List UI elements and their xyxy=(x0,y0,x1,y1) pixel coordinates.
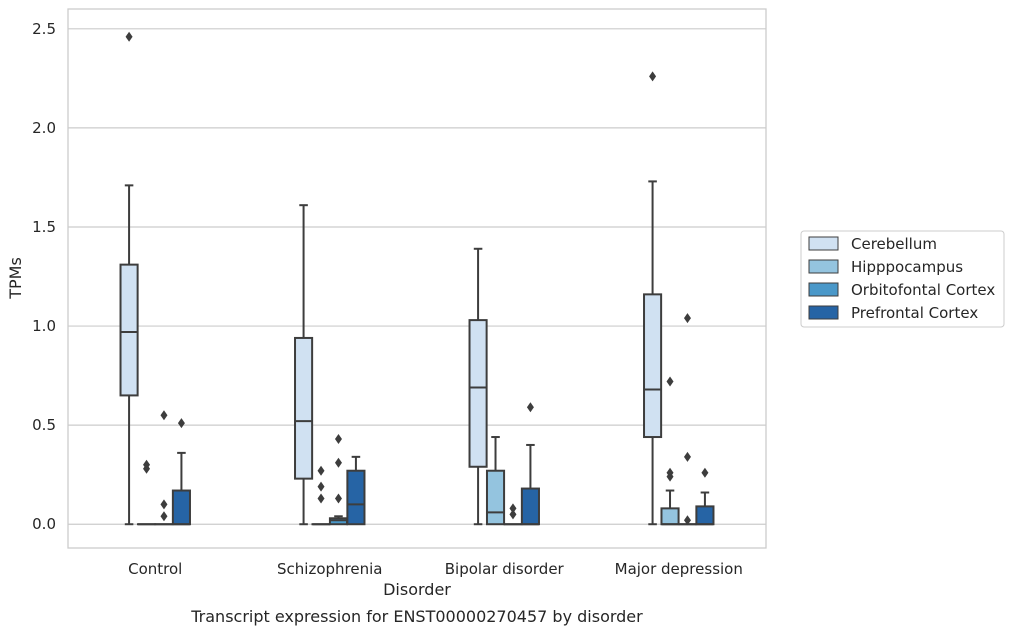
box-body xyxy=(468,319,488,468)
box-prefrontal-cortex xyxy=(695,467,715,526)
outlier-point xyxy=(334,457,342,468)
x-tick-label: Bipolar disorder xyxy=(445,560,565,578)
box-body xyxy=(346,469,366,526)
y-tick-label: 2.5 xyxy=(32,20,56,38)
box-prefrontal-cortex xyxy=(171,418,191,526)
legend-swatch xyxy=(808,259,839,274)
box-cerebellum xyxy=(468,247,488,526)
outlier-point xyxy=(666,467,674,478)
outlier-point xyxy=(649,71,657,82)
outlier-point xyxy=(683,313,691,324)
legend-swatch xyxy=(808,305,839,320)
outlier-point xyxy=(160,410,168,421)
outlier-point xyxy=(509,503,517,514)
box-body xyxy=(485,469,506,526)
outlier-point xyxy=(317,493,325,504)
box-groups xyxy=(119,31,715,526)
chart-caption: Transcript expression for ENST0000027045… xyxy=(190,607,643,626)
legend-swatch xyxy=(808,282,839,297)
box-hipppocampus xyxy=(485,436,506,526)
y-tick-label: 1.0 xyxy=(32,317,56,335)
legend-swatch xyxy=(808,236,839,251)
box-hipppocampus xyxy=(136,459,157,526)
box-orbitofontal-cortex xyxy=(503,503,523,526)
x-tick-label: Major depression xyxy=(615,560,743,578)
box-body xyxy=(171,489,191,526)
outlier-point xyxy=(683,515,691,526)
y-tick-labels: 0.0 0.5 1.0 1.5 2.0 2.5 xyxy=(32,20,56,533)
legend-label: Orbitofontal Cortex xyxy=(851,281,995,299)
outlier-point xyxy=(143,459,151,470)
legend-frame xyxy=(800,230,1005,328)
plot-frame xyxy=(67,8,767,549)
legend-items: Cerebellum Hipppocampus Orbitofontal Corte… xyxy=(808,235,995,322)
outlier-point xyxy=(334,434,342,445)
box-prefrontal-cortex xyxy=(520,402,540,526)
legend-label: Hipppocampus xyxy=(851,258,963,276)
box-body xyxy=(294,336,314,480)
outlier-point xyxy=(160,499,168,510)
outlier-point xyxy=(334,493,342,504)
outlier-point xyxy=(317,481,325,492)
outlier-point xyxy=(125,31,133,42)
box-cerebellum xyxy=(294,204,314,526)
y-tick-label: 0.5 xyxy=(32,416,56,434)
outlier-point xyxy=(526,402,534,413)
y-tick-label: 0.0 xyxy=(32,515,56,533)
box-body xyxy=(660,507,680,526)
y-tick-label: 2.0 xyxy=(32,119,56,137)
outlier-point xyxy=(317,465,325,476)
box-prefrontal-cortex xyxy=(346,455,366,526)
x-axis-title: Disorder xyxy=(383,580,451,599)
legend-label: Prefrontal Cortex xyxy=(851,304,978,322)
box-hipppocampus xyxy=(660,376,680,526)
box-cerebellum xyxy=(643,71,663,526)
x-tick-labels: Control Schizophrenia Bipolar disorder Majo… xyxy=(128,560,743,578)
outlier-point xyxy=(666,376,674,387)
outlier-point xyxy=(160,511,168,522)
plot-background xyxy=(68,9,766,548)
y-tick-label: 1.5 xyxy=(32,218,56,236)
y-axis-title: TPMs xyxy=(6,257,25,300)
outlier-point xyxy=(683,451,691,462)
legend-label: Cerebellum xyxy=(851,235,937,253)
box-body xyxy=(119,263,139,397)
x-tick-label: Schizophrenia xyxy=(277,560,382,578)
box-body xyxy=(520,487,540,526)
box-cerebellum xyxy=(119,31,139,526)
legend: Cerebellum Hipppocampus Orbitofontal Corte… xyxy=(800,230,1005,328)
box-body xyxy=(695,505,715,526)
outlier-point xyxy=(701,467,709,478)
x-tick-label: Control xyxy=(128,560,182,578)
outlier-point xyxy=(509,509,517,520)
outlier-point xyxy=(177,418,185,429)
box-orbitofontal-cortex xyxy=(677,313,698,526)
box-body xyxy=(643,293,663,439)
